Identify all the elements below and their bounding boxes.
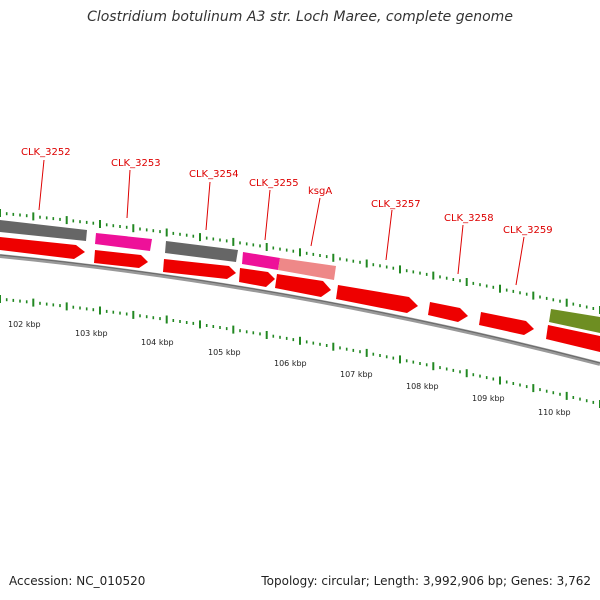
gene-label-clk-3259[interactable]: CLK_3259 bbox=[503, 225, 553, 236]
feature-magenta-2[interactable] bbox=[242, 252, 280, 270]
cds-arrow-5[interactable] bbox=[275, 274, 331, 297]
cds-arrow-1[interactable] bbox=[0, 237, 85, 259]
gene-label-group: CLK_3252 CLK_3253 CLK_3254 CLK_3255 ksgA… bbox=[21, 147, 553, 286]
gene-label-clk-3255[interactable]: CLK_3255 bbox=[249, 178, 299, 189]
cds-arrow-2[interactable] bbox=[94, 250, 148, 268]
feature-pink-ksga[interactable] bbox=[278, 258, 336, 280]
kbp-label-102: 102 kbp bbox=[8, 320, 41, 329]
cds-arrow-9[interactable] bbox=[546, 325, 600, 352]
kbp-label-104: 104 kbp bbox=[141, 338, 174, 347]
inner-tick-ring bbox=[0, 295, 600, 408]
kbp-label-110: 110 kbp bbox=[538, 408, 571, 417]
outer-tick-ring bbox=[0, 209, 600, 314]
kbp-label-108: 108 kbp bbox=[406, 382, 439, 391]
gene-label-clk-3257[interactable]: CLK_3257 bbox=[371, 199, 421, 210]
gene-label-clk-3258[interactable]: CLK_3258 bbox=[444, 213, 494, 224]
gene-label-clk-3252[interactable]: CLK_3252 bbox=[21, 147, 71, 158]
genome-backbone bbox=[0, 254, 600, 366]
feature-olive[interactable] bbox=[549, 309, 600, 333]
cds-arrow-8[interactable] bbox=[479, 312, 534, 335]
kbp-label-105: 105 kbp bbox=[208, 348, 241, 357]
feature-gray-2[interactable] bbox=[165, 241, 238, 262]
feature-magenta-1[interactable] bbox=[95, 233, 152, 251]
kbp-label-103: 103 kbp bbox=[75, 329, 108, 338]
kbp-scale-labels: 102 kbp 103 kbp 104 kbp 105 kbp 106 kbp … bbox=[8, 320, 571, 417]
cds-arrow-7[interactable] bbox=[428, 302, 468, 322]
gene-label-ksga[interactable]: ksgA bbox=[308, 186, 332, 197]
map-title: Clostridium botulinum A3 str. Loch Maree… bbox=[87, 9, 513, 25]
gene-label-clk-3254[interactable]: CLK_3254 bbox=[189, 169, 239, 180]
cds-arrow-3[interactable] bbox=[163, 259, 236, 279]
cds-arrow-4[interactable] bbox=[239, 268, 275, 287]
accession-text: Accession: NC_010520 bbox=[9, 574, 146, 588]
kbp-label-106: 106 kbp bbox=[274, 359, 307, 368]
genome-summary-text: Topology: circular; Length: 3,992,906 bp… bbox=[261, 574, 591, 588]
kbp-label-107: 107 kbp bbox=[340, 370, 373, 379]
cds-arrow-6[interactable] bbox=[336, 285, 418, 313]
feature-gray-1[interactable] bbox=[0, 220, 87, 241]
gene-label-clk-3253[interactable]: CLK_3253 bbox=[111, 158, 161, 169]
kbp-label-109: 109 kbp bbox=[472, 394, 505, 403]
